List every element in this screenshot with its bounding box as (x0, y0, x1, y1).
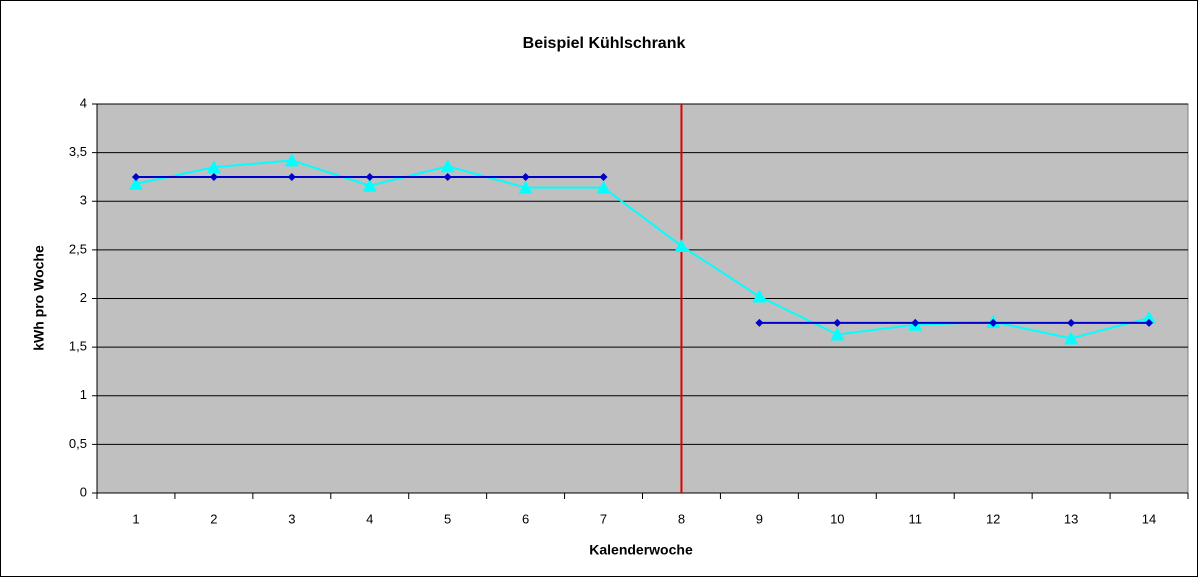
data-point (518, 180, 533, 194)
data-point (596, 180, 611, 194)
x-tick-label: 10 (830, 511, 844, 526)
x-tick-label: 5 (444, 511, 451, 526)
data-point (131, 172, 140, 181)
data-point (284, 153, 299, 167)
y-tick-label: 3 (80, 193, 87, 208)
data-point (674, 238, 689, 252)
x-tick-label: 1 (132, 511, 139, 526)
data-point (443, 172, 452, 181)
data-point (1064, 331, 1079, 345)
data-point (599, 172, 608, 181)
data-point (440, 159, 455, 173)
y-tick-label: 2 (80, 290, 87, 305)
x-tick-label: 8 (678, 511, 685, 526)
x-tick-label: 13 (1064, 511, 1078, 526)
data-point (911, 318, 920, 327)
y-tick-label: 2,5 (69, 241, 87, 256)
x-tick-label: 3 (288, 511, 295, 526)
y-tick-label: 0 (80, 484, 87, 499)
x-axis-label: Kalenderwoche (589, 542, 693, 558)
x-tick-label: 7 (600, 511, 607, 526)
data-point (1145, 318, 1154, 327)
data-point (1067, 318, 1076, 327)
y-tick-label: 3,5 (69, 144, 87, 159)
y-tick-label: 0,5 (69, 436, 87, 451)
x-tick-label: 6 (522, 511, 529, 526)
x-tick-label: 4 (366, 511, 373, 526)
x-tick-label: 12 (986, 511, 1000, 526)
data-point (206, 160, 221, 174)
x-tick-label: 9 (756, 511, 763, 526)
y-tick-label: 1 (80, 387, 87, 402)
data-point (365, 172, 374, 181)
data-point (833, 318, 842, 327)
x-tick-label: 11 (909, 511, 923, 526)
y-tick-label: 1,5 (69, 339, 87, 354)
x-tick-label: 2 (210, 511, 217, 526)
data-point (989, 318, 998, 327)
chart-title: Beispiel Kühlschrank (523, 35, 686, 52)
data-point (287, 172, 296, 181)
y-tick-label: 4 (80, 95, 87, 110)
y-axis-label: kWh pro Woche (31, 245, 47, 351)
data-point (209, 172, 218, 181)
data-point (755, 318, 764, 327)
data-point (752, 289, 767, 303)
data-point (830, 327, 845, 341)
data-point (362, 178, 377, 192)
data-point (1142, 310, 1157, 324)
data-point (521, 172, 530, 181)
x-tick-label: 14 (1142, 511, 1156, 526)
data-point (128, 176, 143, 190)
